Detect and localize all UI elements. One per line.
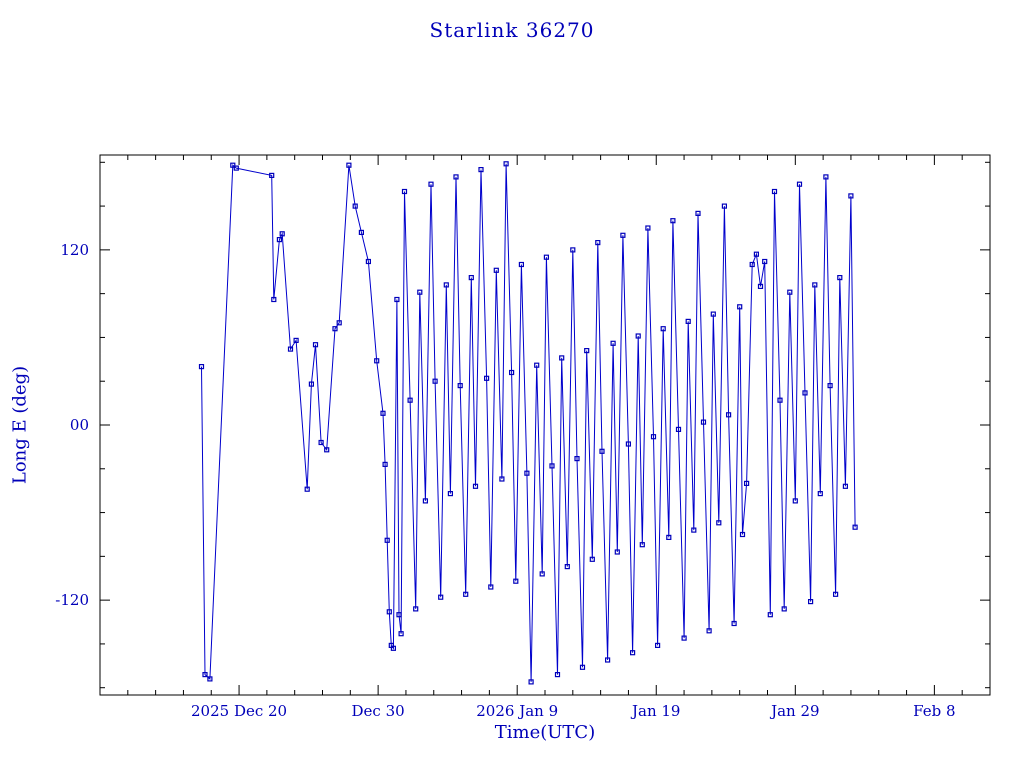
x-tick-label: 2025 Dec 20 [191,702,287,720]
data-series [201,163,856,682]
tick-labels: 2025 Dec 20 Dec 30 2026 Jan 9 Jan 19 Jan 29 F… [55,241,955,720]
plot-frame [99,154,991,696]
x-tick-label: Dec 30 [352,702,405,720]
data-markers [198,161,858,685]
data-line [201,163,856,682]
x-tick-label: Jan 29 [769,702,819,720]
y-tick-label: 120 [60,241,89,259]
axis-ticks [100,155,990,695]
x-axis-label: Time(UTC) [494,722,596,743]
y-tick-label: -120 [55,591,89,609]
x-tick-label: Feb 8 [913,702,955,720]
y-tick-label: 00 [70,416,89,434]
x-tick-label: 2026 Jan 9 [476,702,558,720]
x-tick-label: Jan 19 [630,702,680,720]
chart-title: Starlink 36270 [429,18,595,42]
